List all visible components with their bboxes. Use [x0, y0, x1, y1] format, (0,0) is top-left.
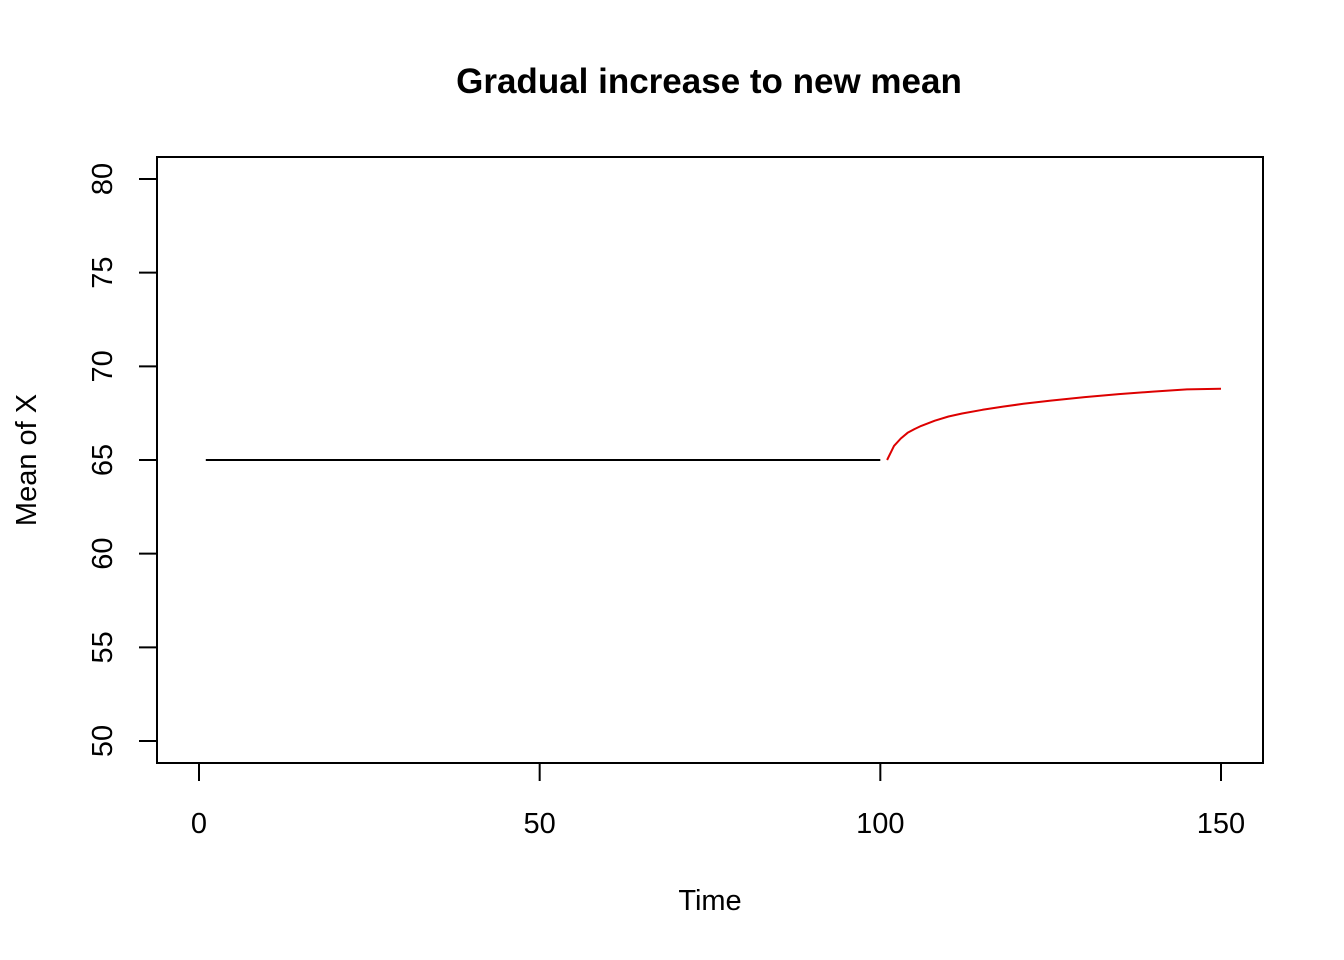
- y-tick-label: 70: [87, 350, 119, 382]
- y-tick-label: 50: [87, 725, 119, 757]
- chart-title: Gradual increase to new mean: [456, 62, 962, 101]
- x-tick-label: 0: [191, 808, 207, 840]
- x-axis: 0 50 100 150: [191, 762, 1245, 840]
- y-tick-label: 75: [87, 257, 119, 289]
- y-tick-label: 55: [87, 631, 119, 663]
- series-line-2: [886, 387, 1222, 461]
- y-axis: 50 55 60 65 70 75 80: [87, 163, 158, 757]
- y-tick-label: 80: [87, 163, 119, 195]
- y-axis-label: Mean of X: [11, 394, 43, 526]
- series-group: [205, 387, 1222, 461]
- x-tick-label: 100: [856, 808, 904, 840]
- x-tick-label: 150: [1197, 808, 1245, 840]
- y-tick-label: 60: [87, 538, 119, 570]
- x-axis-label: Time: [678, 885, 741, 917]
- y-tick-label: 65: [87, 444, 119, 476]
- x-tick-label: 50: [524, 808, 556, 840]
